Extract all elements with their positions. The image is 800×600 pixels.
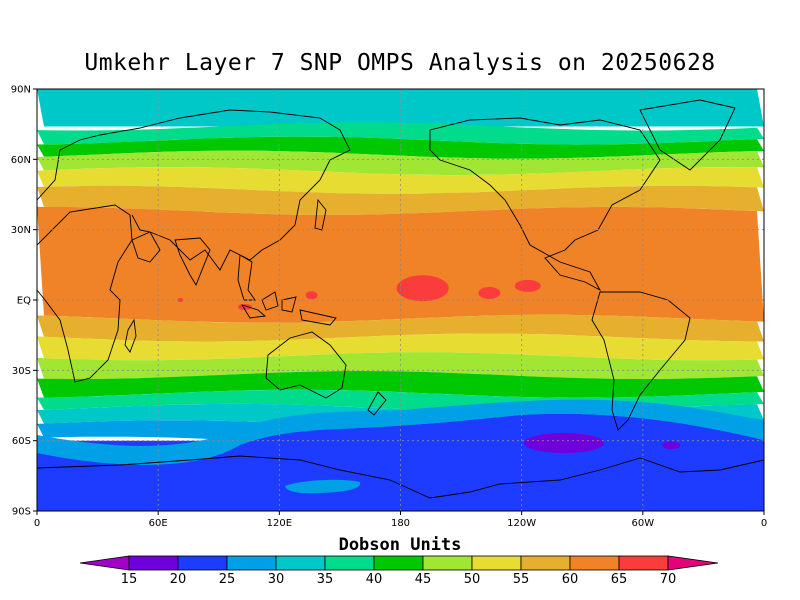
colorbar-label: 45 <box>415 572 432 587</box>
colorbar-segment <box>177 555 228 571</box>
lon-tick-label: 120E <box>267 518 292 529</box>
lon-tick-label: 180 <box>391 518 410 529</box>
southern-25-30-band <box>37 399 764 465</box>
contour-field <box>37 89 764 511</box>
colorbar-label: 55 <box>513 572 530 587</box>
contour-band <box>37 333 764 361</box>
lat-tick-label: 30N <box>11 225 31 236</box>
africa-max <box>177 298 184 302</box>
lat-tick-label: EQ <box>17 296 31 307</box>
colorbar-segment <box>324 555 375 571</box>
colorbar-segment <box>226 555 277 571</box>
colorbar-label: 15 <box>121 572 138 587</box>
contour-band <box>37 122 764 145</box>
colorbar-segment <box>569 555 620 571</box>
coastlines <box>37 99 764 499</box>
lat-tick-label: 30S <box>12 366 31 377</box>
indonesia-max-1 <box>305 291 318 300</box>
contour-band <box>37 314 764 342</box>
lat-tick-label: 90N <box>11 85 31 96</box>
pacific-max-3 <box>514 279 541 292</box>
lon-tick-label: 60W <box>632 518 655 529</box>
colorbar-labels: 15 20 25 30 35 40 45 50 55 60 65 70 <box>121 572 677 587</box>
contour-band <box>37 89 764 127</box>
colorbar-label: 50 <box>464 572 481 587</box>
contour-band <box>37 136 764 159</box>
colorbar-segment <box>275 555 326 571</box>
lon-tick-label: 0 <box>34 518 40 529</box>
south-pacific-min-2 <box>662 441 681 450</box>
colorbar-label: 25 <box>219 572 236 587</box>
colorbar-segment <box>373 555 424 571</box>
pacific-max-2 <box>478 286 501 299</box>
lat-tick-label: 60S <box>12 436 31 447</box>
colorbar-segment <box>471 555 522 571</box>
south-pacific-min-1 <box>524 433 605 454</box>
longitude-axis: 0 60E 120E 180 120W 60W 0 <box>34 511 767 529</box>
lon-tick-label: 0 <box>761 518 767 529</box>
colorbar-title: Dobson Units <box>338 535 462 555</box>
colorbar-label: 35 <box>317 572 334 587</box>
colorbar-label: 60 <box>562 572 579 587</box>
contour-band <box>37 150 764 175</box>
colorbar-label: 20 <box>170 572 187 587</box>
graticule <box>37 89 764 511</box>
colorbar-min-arrow <box>79 555 130 571</box>
lat-tick-label: 90S <box>12 507 31 518</box>
antarctic-30-patch <box>285 479 361 494</box>
colorbar-segment <box>128 555 179 571</box>
colorbar-label: 70 <box>660 572 677 587</box>
colorbar-label: 65 <box>611 572 628 587</box>
pacific-max-1 <box>396 275 449 302</box>
chart-title: Umkehr Layer 7 SNP OMPS Analysis on 2025… <box>84 50 716 76</box>
colorbar-label: 40 <box>366 572 383 587</box>
colorbar <box>79 555 719 571</box>
latitude-axis: 90N 60N 30N EQ 30S 60S 90S <box>11 85 37 518</box>
colorbar-max-arrow <box>667 555 719 571</box>
lat-tick-label: 60N <box>11 155 31 166</box>
lon-tick-label: 120W <box>507 518 536 529</box>
colorbar-label: 30 <box>268 572 285 587</box>
colorbar-segment <box>520 555 571 571</box>
colorbar-segment <box>618 555 669 571</box>
indonesia-max-2 <box>238 304 253 311</box>
lon-tick-label: 60E <box>149 518 168 529</box>
colorbar-segment <box>422 555 473 571</box>
